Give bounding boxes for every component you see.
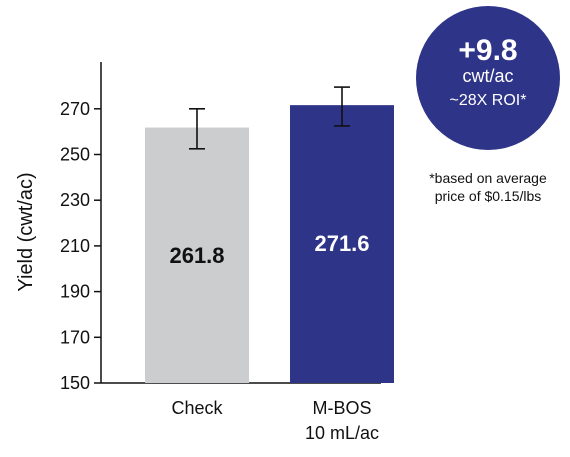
y-tick-label: 270 [60,99,90,119]
chart-bars: 261.8 271.6 [145,86,394,384]
x-category-label: 10 mL/ac [305,423,379,443]
roi-badge-value: +9.8 [458,34,517,67]
y-axis-label: Yield (cwt/ac) [15,172,37,291]
bar-value-label: 271.6 [314,231,369,256]
y-tick-label: 250 [60,145,90,165]
roi-badge: +9.8 cwt/ac ~28X ROI* [416,6,560,150]
y-tick-label: 230 [60,190,90,210]
x-category-label: M-BOS [312,398,371,418]
y-tick-label: 210 [60,236,90,256]
roi-badge-roi: ~28X ROI* [450,92,527,109]
y-tick-label: 170 [60,327,90,347]
bar [290,105,394,384]
roi-badge-circle [416,6,560,150]
roi-badge-unit: cwt/ac [462,66,513,86]
chart-axes: 150 170 190 210 230 250 270 Check M-BOS 10 mL/ac [60,62,381,443]
bar-value-label: 261.8 [169,243,224,268]
y-tick-label: 150 [60,373,90,393]
footnote-line-1: *based on average [429,170,547,186]
bar [145,127,249,383]
y-tick-label: 190 [60,282,90,302]
footnote-line-2: price of $0.15/lbs [435,188,542,204]
x-category-label: Check [171,398,223,418]
